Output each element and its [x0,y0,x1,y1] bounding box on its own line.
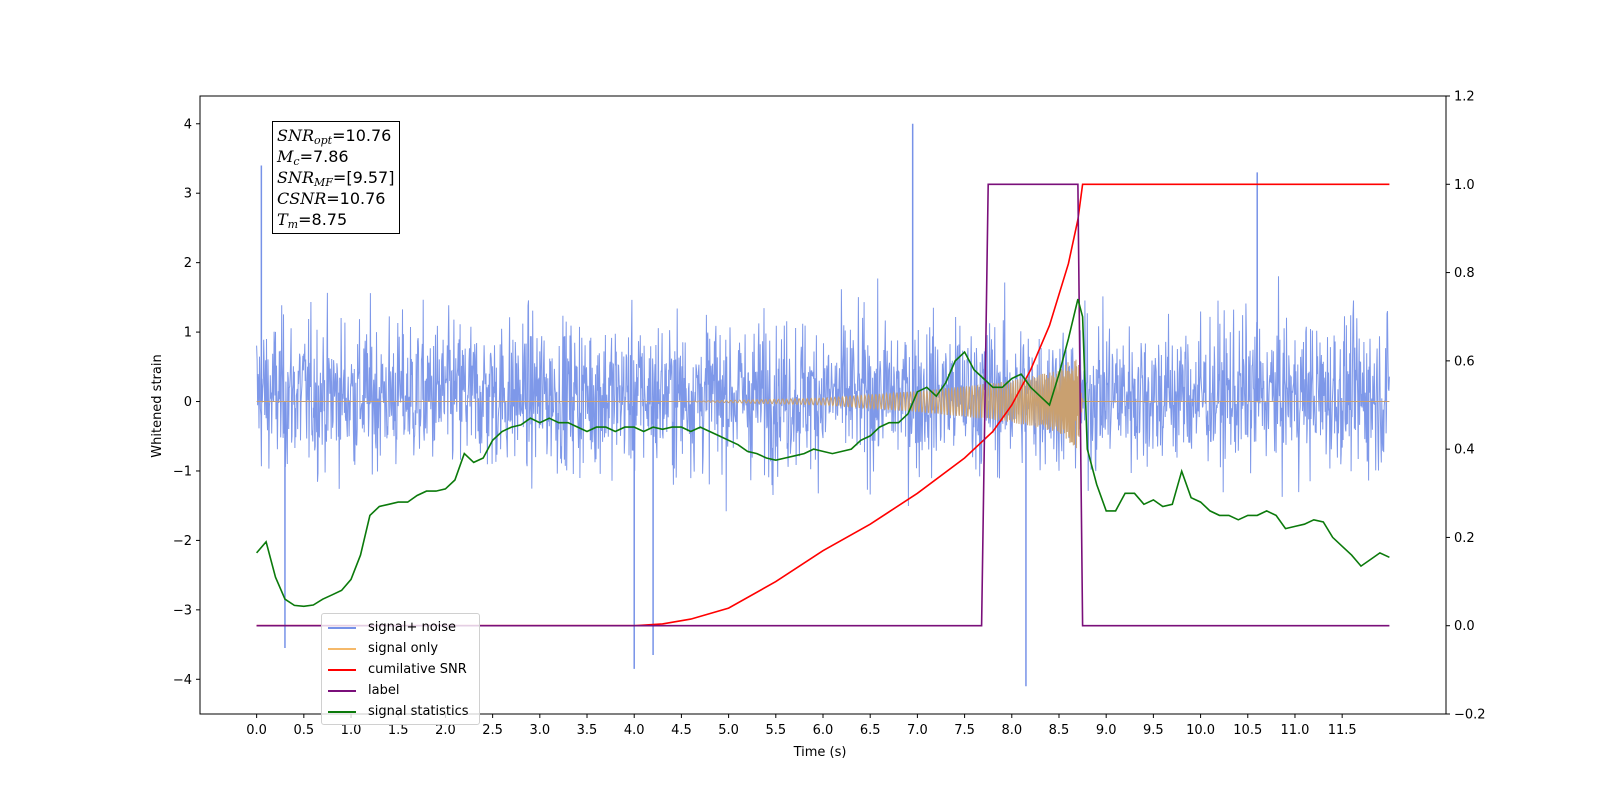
stats-annotation-box: SNRopt=10.76 Mc=7.86 SNRMF=[9.57] CSNR=1… [272,121,401,234]
series-signal-statistics [255,298,1390,608]
series-cumulative-snr [256,183,1390,627]
y-tick-label-right: 0.8 [1454,266,1475,281]
y-tick-label-left: 1 [184,326,192,341]
x-tick-label: 11.5 [1328,723,1357,738]
x-tick-label: 9.0 [1096,723,1117,738]
x-tick-label: 10.0 [1186,723,1215,738]
legend-item-signal-noise: signal+ noise [322,617,479,638]
x-tick-label: 3.5 [577,723,598,738]
y-tick-label-left: 4 [184,117,192,132]
legend-item-signal-only: signal only [322,638,479,659]
mc-line: Mc=7.86 [277,147,349,168]
plot-area [255,123,1390,687]
y-tick-label-left: −1 [173,464,192,479]
legend-item-signal-statistics: signal statistics [322,701,479,722]
x-tick-label: 7.0 [907,723,928,738]
y-tick-label-right: 1.2 [1454,90,1475,105]
x-tick-label: 5.5 [765,723,786,738]
tm-line: Tm=8.75 [277,210,348,231]
y-tick-label-left: −2 [173,534,192,549]
x-tick-label: 4.5 [671,723,692,738]
series-label [256,183,1390,627]
y-tick-label-left: 0 [184,395,192,410]
x-tick-label: 1.5 [388,723,409,738]
y-tick-label-right: 0.0 [1454,619,1475,634]
snr-mf-line: SNRMF=[9.57] [277,168,395,189]
x-tick-label: 0.0 [246,723,267,738]
x-tick-label: 4.0 [624,723,645,738]
right-axis: −0.2 0.0 0.2 0.4 0.6 0.8 1.0 1.2 [1446,90,1486,723]
y-tick-label-left: −3 [173,603,192,618]
y-tick-label-left: −4 [173,673,192,688]
x-tick-label: 10.5 [1233,723,1262,738]
x-tick-label: 7.5 [954,723,975,738]
x-tick-label: 5.0 [718,723,739,738]
legend-swatch [328,689,356,692]
x-tick-label: 1.0 [341,723,362,738]
noise-peaks [260,123,1258,687]
x-tick-label: 11.0 [1280,723,1309,738]
left-axis: −4 −3 −2 −1 0 1 2 3 4 [173,117,200,688]
y-axis-label: Whitened strain [150,354,165,457]
legend-swatch [328,647,356,650]
y-tick-label-right: 0.6 [1454,354,1475,369]
x-tick-label: 3.0 [529,723,550,738]
snr-opt-line: SNRopt=10.76 [277,126,392,147]
y-tick-label-right: 0.2 [1454,531,1475,546]
y-tick-label-left: 3 [184,187,192,202]
x-tick-label: 2.5 [482,723,503,738]
legend-item-cumulative-snr: cumilative SNR [322,659,479,680]
y-tick-label-right: 1.0 [1454,178,1475,193]
x-axis: 0.0 0.5 1.0 1.5 2.0 2.5 3.0 3.5 4.0 4.5 5.0 5.5 6.0 6… [246,714,1357,738]
y-tick-label-left: 2 [184,256,192,271]
csnr-line: CSNR=10.76 [277,189,386,208]
legend-swatch [328,626,356,629]
legend: signal+ noise signal only cumilative SNR… [321,613,480,725]
legend-swatch [328,710,356,713]
x-tick-label: 2.0 [435,723,456,738]
x-tick-label: 8.0 [1001,723,1022,738]
x-tick-label: 8.5 [1049,723,1070,738]
x-tick-label: 6.5 [860,723,881,738]
x-tick-label: 0.5 [293,723,314,738]
x-tick-label: 9.5 [1143,723,1164,738]
series-signal-noise [256,276,1390,512]
y-tick-label-right: −0.2 [1454,708,1486,723]
series-signal-only [256,359,1390,449]
legend-swatch [328,668,356,671]
legend-item-label: label [322,680,479,701]
y-tick-label-right: 0.4 [1454,443,1475,458]
x-axis-label: Time (s) [793,745,847,760]
x-tick-label: 6.0 [813,723,834,738]
